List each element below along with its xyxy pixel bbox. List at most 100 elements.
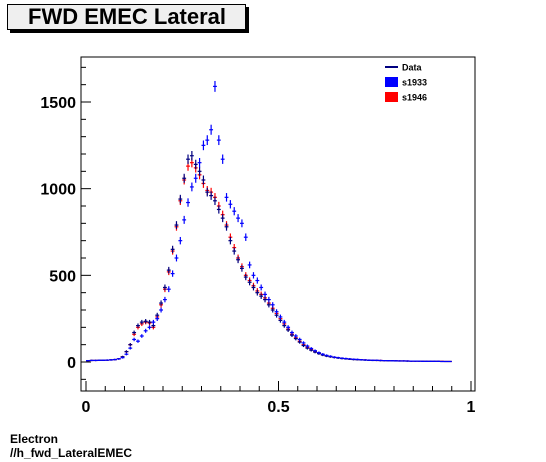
data-point <box>374 359 379 361</box>
data-point <box>166 266 171 274</box>
data-point <box>251 272 256 279</box>
data-point <box>136 323 140 328</box>
data-point <box>351 358 356 361</box>
data-point <box>197 157 202 168</box>
data-point <box>197 166 202 176</box>
data-point <box>89 359 94 362</box>
data-point <box>174 221 179 229</box>
data-point <box>370 359 375 361</box>
data-point <box>243 273 248 281</box>
data-point <box>432 360 437 362</box>
data-point <box>286 325 291 330</box>
data-point <box>147 325 152 330</box>
plot-frame <box>80 56 476 392</box>
data-point <box>209 124 214 135</box>
data-point <box>259 284 264 291</box>
data-point <box>263 296 267 303</box>
data-point <box>417 360 421 362</box>
data-point <box>93 359 98 362</box>
data-point <box>405 360 410 362</box>
data-point <box>155 316 160 321</box>
data-point <box>186 198 190 207</box>
data-point <box>201 175 206 185</box>
legend: Data s1933 s1946 <box>385 63 427 103</box>
data-point <box>109 359 113 361</box>
data-point <box>147 319 152 325</box>
data-point <box>213 80 217 92</box>
data-point <box>209 191 214 200</box>
data-point <box>205 135 210 146</box>
data-point <box>324 354 329 357</box>
data-point <box>105 359 110 361</box>
data-point <box>193 173 198 183</box>
chart-title-box: FWD EMEC Lateral <box>7 4 246 30</box>
data-point <box>86 359 90 362</box>
data-point <box>170 270 175 277</box>
data-point <box>182 173 187 183</box>
legend-swatch <box>385 77 398 87</box>
data-point <box>139 334 144 338</box>
series-s1946 <box>86 157 452 363</box>
footer-label: Electron <box>10 432 59 446</box>
legend-entry: s1946 <box>385 92 427 103</box>
x-tick-label: 1 <box>467 399 476 416</box>
data-point <box>232 207 237 216</box>
data-point <box>178 236 183 245</box>
data-point <box>347 358 352 360</box>
x-tick-label: 0.5 <box>267 399 289 416</box>
data-point <box>278 314 283 320</box>
legend-swatch <box>385 92 398 102</box>
data-point <box>97 359 102 361</box>
data-point <box>124 353 129 356</box>
data-point <box>247 279 252 286</box>
axes: 0 0.5 1 0 500 1000 1500 <box>40 66 476 416</box>
data-point <box>282 319 287 325</box>
data-point <box>205 187 210 197</box>
chart-title: FWD EMEC Lateral <box>28 4 227 29</box>
data-point <box>363 359 368 361</box>
data-point <box>359 359 364 361</box>
data-point <box>259 293 264 299</box>
data-point <box>390 360 394 362</box>
footer-histogram-path: //h_fwd_LateralEMEC <box>10 446 133 460</box>
data-point <box>159 300 163 306</box>
data-point <box>232 247 237 255</box>
data-marks <box>86 80 452 363</box>
data-point <box>163 296 167 303</box>
data-point <box>409 360 414 362</box>
data-point <box>182 215 187 224</box>
data-point <box>116 358 121 360</box>
data-point <box>251 284 256 291</box>
data-point <box>216 205 221 214</box>
data-point <box>340 357 344 360</box>
data-point <box>186 154 190 164</box>
data-point <box>313 349 317 353</box>
data-point <box>216 135 221 146</box>
legend-label: Data <box>402 63 423 73</box>
data-point <box>297 337 302 342</box>
series-Data <box>86 150 452 363</box>
data-point <box>270 307 275 313</box>
data-point <box>320 353 325 356</box>
data-point <box>220 154 225 164</box>
data-point <box>143 319 148 324</box>
data-point <box>151 319 156 325</box>
data-point <box>193 159 198 170</box>
y-tick-label: 1500 <box>40 95 76 112</box>
data-point <box>413 360 418 362</box>
data-point <box>255 277 260 284</box>
data-point <box>201 140 206 151</box>
y-tick-label: 1000 <box>40 182 76 199</box>
data-point <box>224 193 229 202</box>
data-point <box>378 359 383 362</box>
data-point <box>355 358 360 361</box>
data-point <box>132 330 137 335</box>
data-point <box>189 182 194 192</box>
legend-label: s1946 <box>402 93 427 103</box>
data-point <box>143 328 148 333</box>
data-point <box>174 254 179 262</box>
data-point <box>128 343 133 347</box>
data-point <box>270 302 275 308</box>
data-point <box>447 360 452 363</box>
data-point <box>401 360 406 362</box>
